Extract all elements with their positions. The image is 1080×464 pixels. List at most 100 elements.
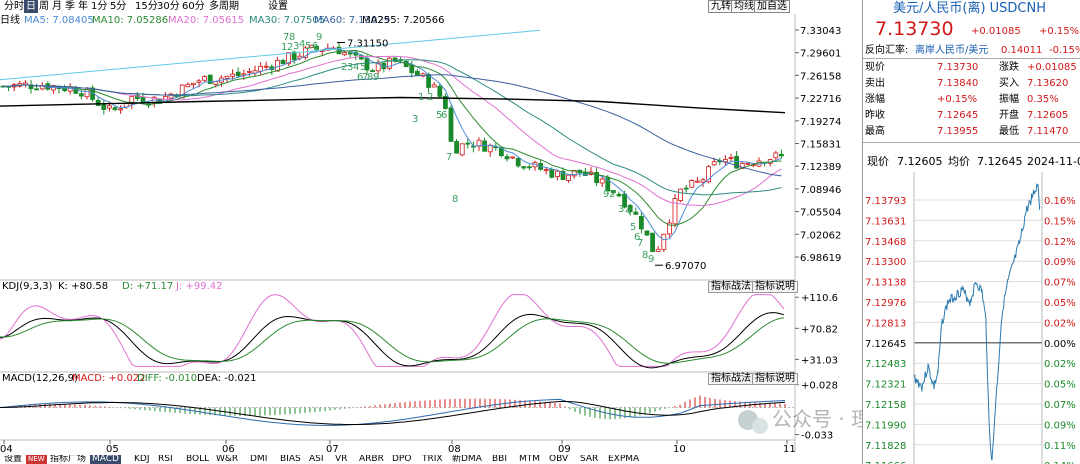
mini-pct-label: 0.07%	[1044, 400, 1076, 411]
indicator-tab-7[interactable]: W&R	[216, 455, 239, 464]
ma-legend-item: MA5: 7.08405	[24, 15, 94, 26]
candle-body	[95, 100, 101, 106]
date-axis-label: 05	[106, 444, 119, 455]
period-tab-6[interactable]: 1分	[91, 1, 108, 12]
indicator-tab-14[interactable]: TRIX	[422, 455, 443, 464]
td-count: 3	[293, 41, 299, 52]
period-tab-9[interactable]: 30分	[157, 1, 180, 12]
candle-body	[594, 172, 599, 184]
mini-price-label: 7.12813	[865, 318, 906, 329]
indicator-help-button[interactable]: 指标战法	[708, 281, 754, 293]
period-tab-8[interactable]: 15分	[135, 1, 158, 12]
indicator-legend-item: D: +71.17	[122, 281, 174, 292]
mini-price-label: 7.13468	[865, 237, 906, 248]
indicator-tab-16[interactable]: BBI	[492, 455, 508, 464]
td-count: 9	[316, 32, 322, 43]
toolbar-button-2[interactable]: 加自选	[754, 0, 790, 13]
kdj-j-line	[0, 294, 785, 367]
mini-pct-label: 0.00%	[1044, 339, 1076, 350]
indicator-tab-5[interactable]: RSI	[158, 455, 173, 464]
price-axis-label: 7.02062	[800, 230, 841, 241]
price-axis-label: 7.15831	[800, 140, 841, 151]
mini-now-label: 现价	[867, 155, 889, 168]
candle-body	[431, 84, 437, 88]
quote-label: 振幅	[999, 94, 1019, 105]
toolbar-button-0[interactable]: 九转	[708, 0, 734, 13]
period-tab-10[interactable]: 60分	[182, 1, 205, 12]
mini-price-label: 7.12645	[865, 339, 906, 350]
td-count: 4	[353, 62, 359, 73]
indicator-tab-13[interactable]: DPO	[392, 455, 412, 464]
candlesticks	[0, 42, 784, 253]
indicator-tab-8[interactable]: DMI	[250, 455, 268, 464]
indicator-tab-3[interactable]: MACD	[90, 455, 121, 464]
period-tab-1[interactable]: 日	[24, 0, 38, 13]
indicator-tab-20[interactable]: EXPMA	[608, 455, 640, 464]
indicator-tab-19[interactable]: SAR	[580, 455, 599, 464]
candle-body	[241, 73, 247, 76]
ma-legend-item: MA10: 7.05286	[92, 15, 169, 26]
candle-body	[482, 140, 488, 152]
last-price: 7.13730	[875, 18, 954, 40]
candle-body	[386, 57, 392, 69]
candle-body	[661, 233, 667, 250]
period-tab-7[interactable]: 5分	[110, 1, 127, 12]
toolbar-button-1[interactable]: 均线	[731, 0, 757, 13]
period-tab-12[interactable]: 设置	[268, 1, 288, 12]
ma-legend-item: MA255: 7.20566	[362, 15, 445, 26]
indicator-tab-18[interactable]: OBV	[549, 455, 569, 464]
indicator-tab-15[interactable]: 新DMA	[452, 455, 482, 464]
period-tab-4[interactable]: 季	[65, 1, 75, 12]
period-tab-5[interactable]: 年	[78, 1, 88, 12]
macd-dea-line	[0, 400, 786, 425]
candle-body	[291, 51, 297, 61]
period-tab-11[interactable]: 多周期	[209, 1, 239, 12]
indicator-tab-1[interactable]: NEW	[26, 455, 47, 464]
indicator-help-button[interactable]: 指标战法	[708, 373, 754, 385]
period-tab-3[interactable]: 月	[52, 1, 62, 12]
candle-body	[622, 193, 627, 208]
td-count: 5	[305, 41, 311, 52]
indicator-tab-17[interactable]: MTM	[519, 455, 541, 464]
candle-body	[448, 107, 454, 142]
indicator-tab-6[interactable]: BOLL	[186, 455, 210, 464]
price-axis-label: 7.19274	[800, 117, 841, 128]
intraday-mini-chart[interactable]: 7.13793 0.16% 7.13631 0.15% 7.13468 0.12% 7.13…	[862, 172, 1080, 464]
indicator-help-button[interactable]: 指标说明	[752, 373, 798, 385]
quote-label: 涨幅	[865, 94, 885, 105]
candle-body	[773, 152, 779, 159]
indicator-tab-12[interactable]: ARBR	[359, 455, 384, 464]
price-axis-label: 7.29601	[800, 49, 841, 60]
indicator-tab-2[interactable]: 指标广场	[50, 455, 87, 464]
ma-line	[0, 96, 786, 114]
indicator-tab-10[interactable]: ASI	[309, 455, 324, 464]
divider	[863, 142, 1080, 143]
period-tab-2[interactable]: 周	[39, 1, 49, 12]
mini-now-value: 7.12605	[897, 155, 943, 168]
quote-row: 昨收 7.12645 开盘 7.12605	[863, 108, 1080, 123]
indicator-tab-0[interactable]: 设置	[4, 455, 23, 464]
date-axis-label: 06	[222, 444, 235, 455]
indicator-tab-11[interactable]: VR	[335, 455, 348, 464]
candle-body	[616, 193, 622, 197]
indicator-legend-item: MACD: +0.022	[72, 373, 146, 384]
candle-body	[302, 47, 308, 58]
candle-body	[426, 73, 432, 88]
period-tab-0[interactable]: 分时	[4, 1, 24, 12]
date-axis-label: 04	[0, 444, 13, 455]
macd-axis-label: -0.033	[801, 431, 833, 442]
cross-rate-pair[interactable]: 离岸人民币/美元	[915, 45, 989, 56]
chart-area[interactable]: 7.33043 7.29601 7.26158 7.22716 7.19274 7.158…	[0, 0, 862, 464]
indicator-help-button[interactable]: 指标说明	[752, 281, 798, 293]
indicator-tab-9[interactable]: BIAS	[280, 455, 301, 464]
mini-date: 2024-11-01	[1027, 155, 1080, 168]
candle-body	[689, 180, 695, 188]
candle-body	[728, 157, 734, 159]
indicator-tab-4[interactable]: KDJ	[134, 455, 150, 464]
td-count: 1	[418, 92, 424, 103]
indicator-legend-item: MACD(12,26,9)	[2, 373, 78, 384]
wechat-icon	[752, 418, 768, 434]
candle-body	[487, 144, 493, 153]
cross-rate-label: 反向汇率:	[865, 45, 909, 56]
candle-body	[118, 108, 123, 111]
